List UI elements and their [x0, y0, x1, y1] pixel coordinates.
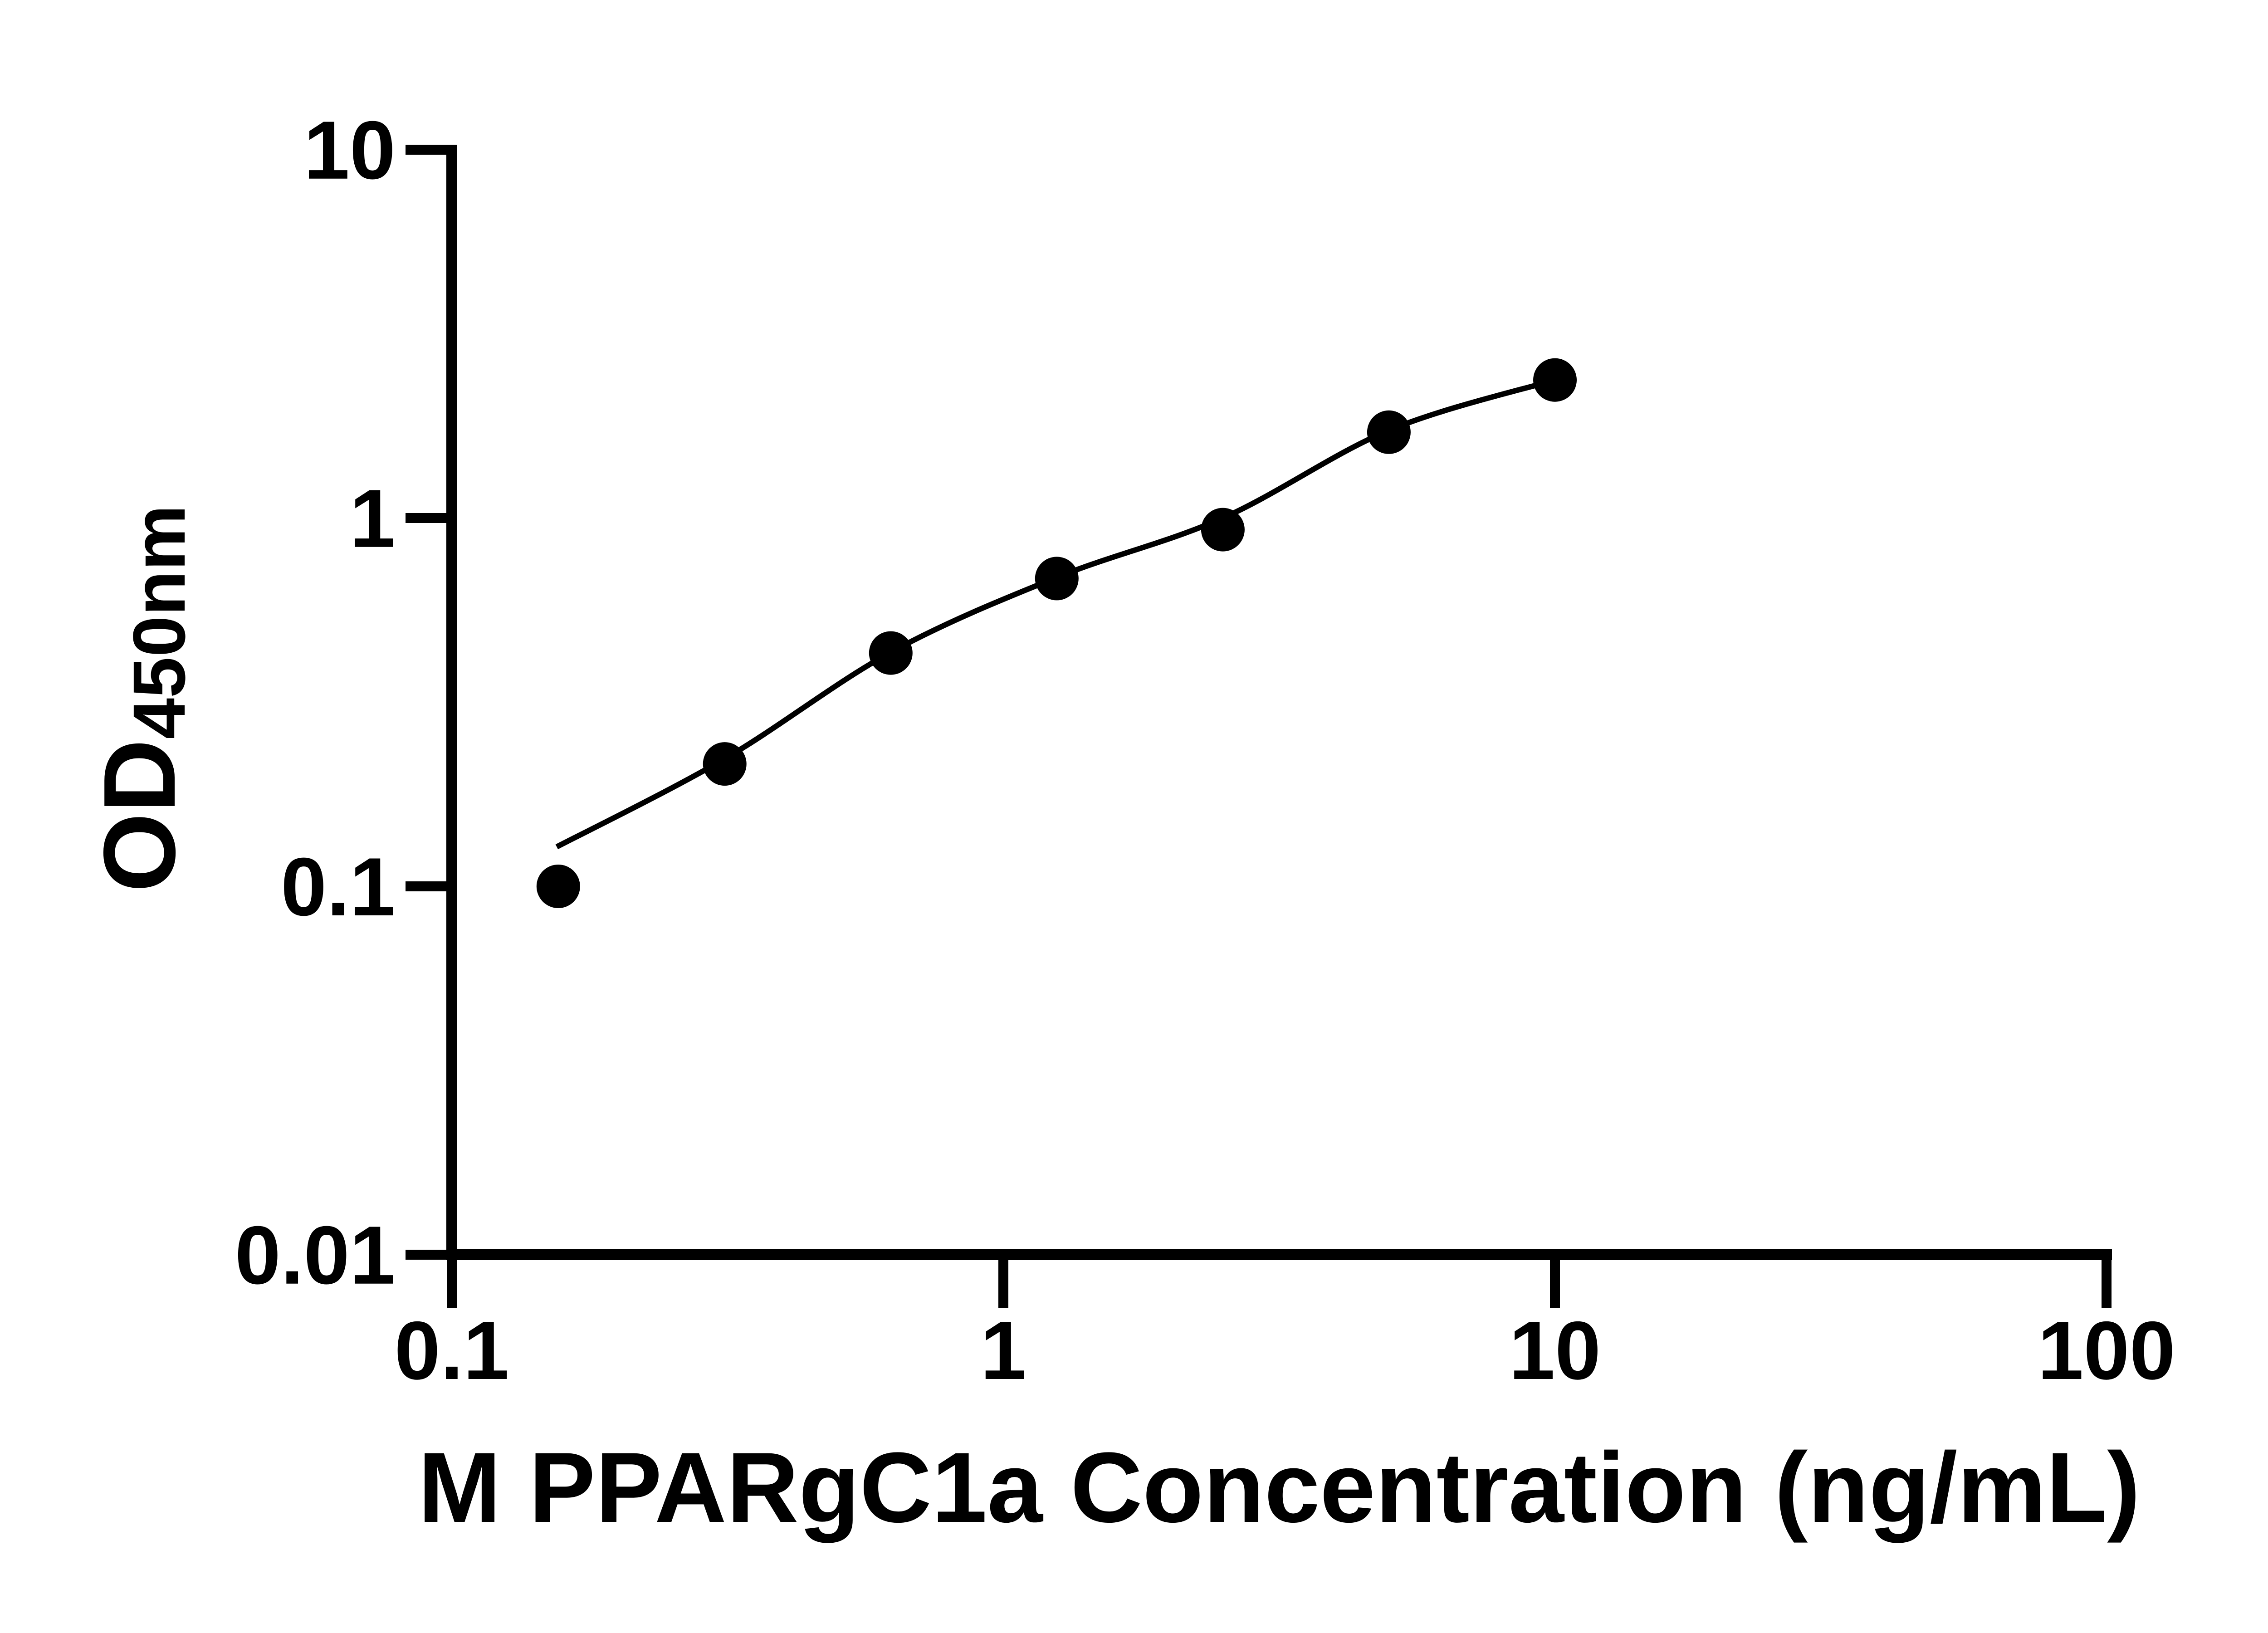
y-tick-label: 0.01 — [235, 1209, 396, 1301]
x-tick-label: 10 — [1509, 1304, 1601, 1397]
y-axis-title: OD450nm — [82, 505, 200, 892]
data-point-marker — [869, 631, 913, 675]
fit-curve-line — [555, 377, 1556, 850]
data-series-group — [536, 358, 1577, 908]
x-axis-title: M PPARgC1a Concentration (ng/mL) — [418, 1432, 2140, 1543]
x-tick-label: 1 — [980, 1304, 1026, 1397]
data-point-marker — [1201, 508, 1245, 552]
data-point-marker — [1533, 358, 1577, 402]
data-point-marker — [703, 742, 747, 786]
y-tick-label: 1 — [350, 472, 396, 565]
y-axis-title-main: OD — [82, 739, 196, 892]
x-tick-label: 100 — [2038, 1304, 2175, 1397]
y-axis-title-subscript: 450nm — [117, 505, 200, 739]
tick-marks-group — [406, 145, 2112, 1308]
y-tick-label: 10 — [304, 104, 396, 196]
axes-group — [446, 145, 2112, 1260]
data-point-marker — [536, 865, 580, 908]
data-point-marker — [1035, 557, 1079, 601]
y-tick-label: 0.1 — [281, 841, 396, 933]
data-point-marker — [1367, 410, 1411, 454]
x-tick-label: 0.1 — [394, 1304, 509, 1397]
